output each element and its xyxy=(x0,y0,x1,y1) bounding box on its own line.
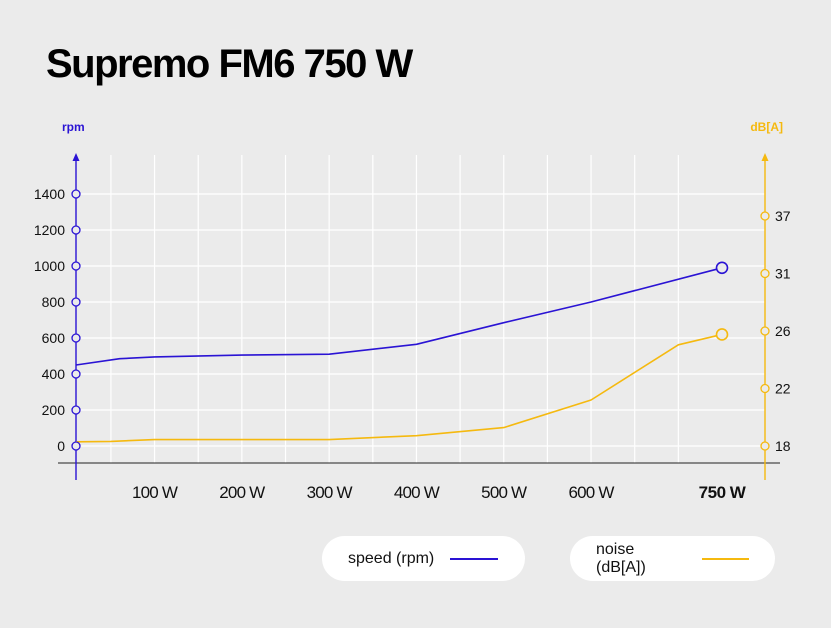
x-tick-label: 500 W xyxy=(481,483,527,502)
x-tick-label: 300 W xyxy=(307,483,353,502)
left-tick-label: 1000 xyxy=(34,258,65,274)
left-tick-label: 0 xyxy=(57,438,65,454)
left-axis-marker xyxy=(71,405,81,415)
right-axis-marker xyxy=(760,211,770,221)
left-axis-marker xyxy=(71,297,81,307)
chart-title: Supremo FM6 750 W xyxy=(46,42,413,86)
left-axis-arrow xyxy=(72,153,80,161)
x-tick-label: 100 W xyxy=(132,483,178,502)
legend-speed: speed (rpm) xyxy=(322,536,525,581)
legend-noise: noise (dB[A]) xyxy=(570,536,775,581)
grid-lines xyxy=(76,155,765,463)
right-axis-label: dB[A] xyxy=(750,120,783,134)
left-axis-marker xyxy=(71,369,81,379)
left-axis-label: rpm xyxy=(62,120,85,134)
right-axis-marker xyxy=(760,441,770,451)
left-axis-marker xyxy=(71,261,81,271)
right-tick-label: 31 xyxy=(775,266,791,282)
speed-end-marker xyxy=(715,261,729,275)
right-axis-marker xyxy=(760,326,770,336)
left-axis-marker xyxy=(71,333,81,343)
noise-series-line xyxy=(75,333,723,443)
left-axis-marker xyxy=(71,441,81,451)
left-tick-label: 400 xyxy=(42,366,66,382)
left-tick-label: 600 xyxy=(42,330,66,346)
left-axis-marker xyxy=(71,189,81,199)
left-tick-label: 1200 xyxy=(34,222,65,238)
left-tick-label: 800 xyxy=(42,294,66,310)
x-tick-label: 600 W xyxy=(568,483,614,502)
legend-noise-swatch xyxy=(702,557,749,560)
x-tick-label: 400 W xyxy=(394,483,440,502)
left-tick-label: 1400 xyxy=(34,186,65,202)
speed-series-line xyxy=(75,267,723,366)
right-axis-marker xyxy=(760,268,770,279)
legend-speed-swatch xyxy=(450,557,499,560)
noise-end-marker xyxy=(715,328,729,341)
right-tick-label: 26 xyxy=(775,323,791,339)
legend-noise-label: noise (dB[A]) xyxy=(596,540,646,576)
right-axis-arrow xyxy=(761,153,769,161)
right-tick-label: 22 xyxy=(775,381,791,397)
left-tick-label: 200 xyxy=(42,402,66,418)
x-tick-label: 200 W xyxy=(219,483,265,502)
left-axis-marker xyxy=(71,225,81,235)
right-tick-label: 37 xyxy=(775,208,791,224)
axis-markers: 0 200 400 600 800 1000 1200 1400 18 22 26 31 37 100 W… xyxy=(34,186,791,502)
x-tick-label: 750 W xyxy=(699,483,747,502)
legend-speed-label: speed (rpm) xyxy=(348,549,435,567)
axes: rpm dB[A] xyxy=(58,120,783,480)
right-tick-label: 18 xyxy=(775,438,791,454)
series-lines xyxy=(75,261,729,443)
right-axis-marker xyxy=(760,383,770,394)
